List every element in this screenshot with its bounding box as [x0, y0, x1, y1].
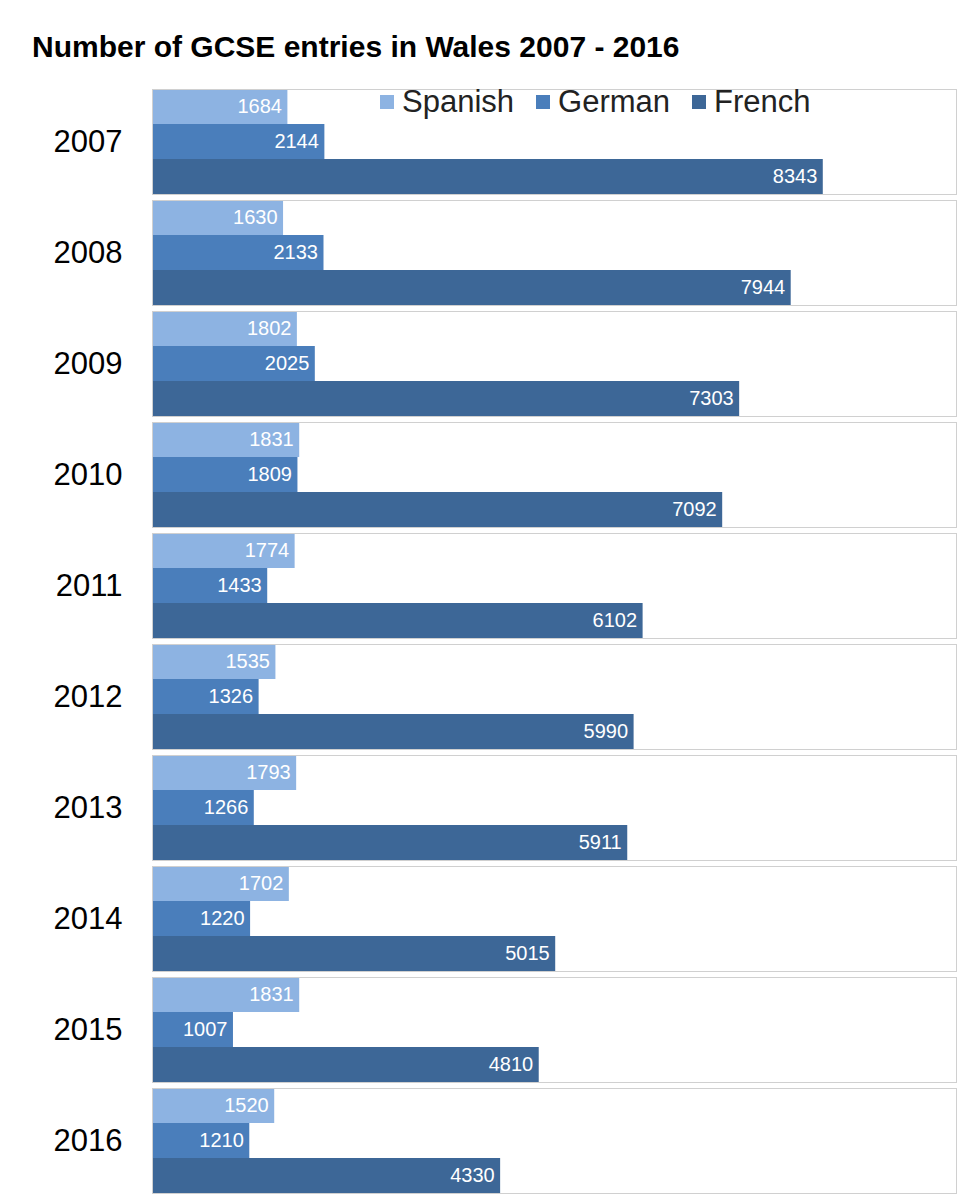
svg-text:1809: 1809 [247, 463, 292, 485]
svg-text:1630: 1630 [233, 206, 278, 228]
svg-text:2013: 2013 [54, 790, 123, 825]
svg-text:2025: 2025 [265, 352, 310, 374]
svg-text:2133: 2133 [273, 241, 318, 263]
svg-text:7944: 7944 [741, 276, 786, 298]
svg-text:1702: 1702 [239, 872, 284, 894]
svg-text:1266: 1266 [204, 796, 249, 818]
svg-text:4330: 4330 [450, 1164, 495, 1186]
svg-text:1684: 1684 [237, 95, 282, 117]
html-text:Number of GCSE entries in Wale: Number of GCSE entries in Wales 2007 - 2… [32, 30, 680, 63]
svg-text:2144: 2144 [274, 130, 319, 152]
svg-text:1793: 1793 [246, 761, 291, 783]
html-text:German: German [558, 84, 670, 119]
html-text:Spanish: Spanish [402, 84, 514, 119]
svg-text:4810: 4810 [489, 1053, 534, 1075]
svg-text:1433: 1433 [217, 574, 262, 596]
svg-text:2011: 2011 [56, 568, 123, 603]
svg-text:1210: 1210 [199, 1129, 244, 1151]
svg-text:1802: 1802 [247, 317, 292, 339]
svg-text:1831: 1831 [249, 983, 294, 1005]
svg-text:1831: 1831 [249, 428, 294, 450]
svg-text:5990: 5990 [584, 720, 629, 742]
svg-text:1774: 1774 [245, 539, 290, 561]
svg-text:2016: 2016 [54, 1123, 123, 1158]
svg-text:2008: 2008 [54, 235, 123, 270]
svg-text:1326: 1326 [209, 685, 254, 707]
svg-text:1007: 1007 [183, 1018, 228, 1040]
svg-text:7092: 7092 [672, 498, 717, 520]
svg-text:1220: 1220 [200, 907, 245, 929]
svg-text:2009: 2009 [54, 346, 123, 381]
svg-text:2012: 2012 [54, 679, 123, 714]
svg-text:2015: 2015 [54, 1012, 123, 1047]
svg-text:1520: 1520 [224, 1094, 269, 1116]
svg-text:8343: 8343 [773, 165, 818, 187]
svg-text:6102: 6102 [593, 609, 638, 631]
svg-text:5911: 5911 [579, 831, 622, 853]
svg-text:2010: 2010 [54, 457, 123, 492]
svg-text:7303: 7303 [689, 387, 734, 409]
svg-text:5015: 5015 [505, 942, 550, 964]
svg-text:2007: 2007 [54, 124, 123, 159]
svg-text:1535: 1535 [225, 650, 270, 672]
html-text:French: French [714, 84, 811, 119]
svg-text:2014: 2014 [54, 901, 123, 936]
